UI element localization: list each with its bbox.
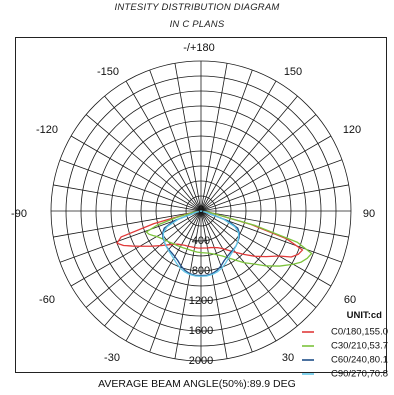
chart-subtitle: IN C PLANS [169,19,225,30]
grid-spoke [149,210,202,353]
angle-tick-label: -30 [104,352,120,364]
grid-spoke [200,210,277,342]
grid-spoke [200,210,298,327]
angle-tick-label: 0 [198,204,204,216]
angle-tick-label: -/+180 [183,42,215,54]
grid-spoke [70,210,202,287]
grid-spoke [200,135,332,212]
grid-spoke [174,210,202,359]
legend-entry: C60/240,80.1 [331,355,388,366]
grid-spoke [125,80,202,212]
grid-spoke [70,135,202,212]
grid-spoke [200,210,228,359]
radial-tick-label: 1200 [189,295,213,307]
chart-frame [15,37,387,373]
radial-tick-label: 800 [192,265,210,277]
grid-spoke [200,80,277,212]
grid-spoke [85,114,202,212]
radial-tick-label: 2000 [189,355,213,367]
grid-spoke [200,210,332,287]
series-curve-0 [116,210,304,258]
grid-spoke [200,114,317,212]
grid-spoke [53,184,202,212]
grid-spoke [200,95,298,212]
grid-spoke [200,210,317,308]
grid-spoke [149,69,202,212]
radial-tick-label: 1600 [189,325,213,337]
legend-entry: C0/180,155.0 [331,327,388,338]
angle-tick-label: -60 [39,294,55,306]
angle-tick-label: 150 [284,66,302,78]
grid-spoke [104,210,202,327]
grid-spoke [200,210,253,353]
angle-tick-label: 60 [344,294,356,306]
angle-tick-label: -120 [36,124,58,136]
angle-tick-label: 90 [363,208,375,220]
unit-label: UNIT:cd [347,310,383,321]
grid-spoke [200,159,343,212]
grid-spoke [125,210,202,342]
radial-tick-label: 400 [192,235,210,247]
grid-spoke [59,159,202,212]
beam-angle-label: AVERAGE BEAM ANGLE(50%):89.9 DEG [98,378,296,390]
legend-entry: C30/210,53.7 [331,341,388,352]
legend-entry: C90/270,70.8 [331,369,388,380]
grid-spoke [200,69,253,212]
grid-spoke [104,95,202,212]
grid-spoke [200,184,349,212]
angle-tick-label: 120 [343,124,361,136]
series-curve-3 [162,210,240,277]
grid-spoke [200,210,349,238]
angle-tick-label: -150 [97,66,119,78]
angle-tick-label: 30 [282,352,294,364]
grid-spoke [85,210,202,308]
angle-tick-label: -90 [11,208,27,220]
series-curve-1 [145,210,313,267]
grid-spoke [53,210,202,238]
grid-spoke [174,63,202,212]
chart-title: INTESITY DISTRIBUTION DIAGRAM [114,2,280,13]
grid-spoke [200,63,228,212]
